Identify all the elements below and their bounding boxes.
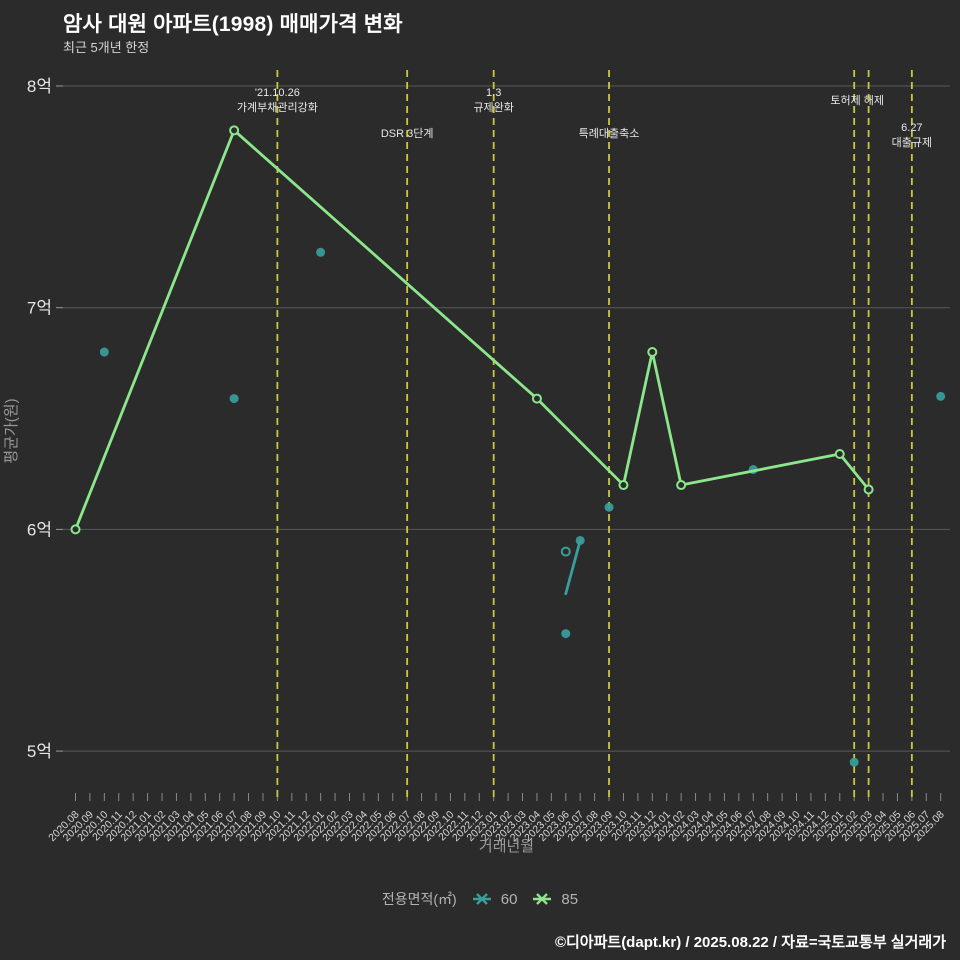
legend-item-label-60: 60 bbox=[500, 890, 518, 908]
event-label: 대출규제 bbox=[892, 136, 932, 149]
data-point[interactable] bbox=[229, 125, 240, 136]
y-tick-label: 8억 bbox=[27, 77, 52, 96]
event-label: '21.10.26 bbox=[255, 87, 300, 99]
credit-footer: ©디아파트(dapt.kr) / 2025.08.22 / 자료=국토교통부 실… bbox=[554, 934, 946, 951]
legend-title: 전용면적(㎡) bbox=[381, 891, 457, 907]
data-point[interactable] bbox=[561, 629, 571, 639]
data-point[interactable] bbox=[936, 391, 946, 401]
series-line-60[interactable] bbox=[564, 539, 582, 596]
event-label: 특례대출축소 bbox=[579, 127, 640, 140]
legend-item-label-85: 85 bbox=[561, 890, 579, 908]
event-label: 가계부채관리강화 bbox=[237, 101, 318, 114]
line-x-marker-icon bbox=[533, 893, 552, 905]
data-point[interactable] bbox=[863, 484, 874, 495]
data-point[interactable] bbox=[531, 393, 542, 404]
y-tick-label: 5억 bbox=[27, 742, 52, 761]
page-subtitle: 최근 5개년 한정 bbox=[63, 40, 150, 55]
chart-legend: 전용면적(㎡) 60 85 bbox=[0, 889, 960, 909]
data-point[interactable] bbox=[316, 247, 326, 257]
y-tick-label: 6억 bbox=[27, 520, 52, 539]
legend-item-60[interactable]: 60 bbox=[471, 890, 518, 908]
event-label: 규제완화 bbox=[473, 101, 513, 114]
data-point[interactable] bbox=[676, 480, 687, 491]
y-tick-label: 7억 bbox=[27, 299, 52, 318]
page-title: 암사 대원 아파트(1998) 매매가격 변화 bbox=[63, 13, 403, 36]
data-point[interactable] bbox=[560, 546, 571, 557]
data-point[interactable] bbox=[70, 524, 81, 535]
x-axis-title: 거래년월 bbox=[479, 838, 534, 855]
event-label: 토허제 해제 bbox=[830, 93, 884, 107]
event-label: DSR 3단계 bbox=[381, 127, 434, 140]
legend-item-85[interactable]: 85 bbox=[531, 891, 578, 908]
y-axis-title: 평균가(원) bbox=[3, 398, 20, 463]
data-point[interactable] bbox=[575, 535, 585, 545]
data-point[interactable] bbox=[834, 449, 845, 460]
event-label: 1.3 bbox=[486, 87, 501, 99]
data-point[interactable] bbox=[618, 480, 629, 491]
data-point[interactable] bbox=[849, 757, 859, 767]
series-line-85[interactable] bbox=[74, 128, 870, 531]
event-label: 6.27 bbox=[901, 122, 922, 134]
data-point[interactable] bbox=[604, 502, 614, 512]
data-point[interactable] bbox=[99, 347, 109, 357]
line-x-marker-icon bbox=[472, 893, 491, 905]
data-point[interactable] bbox=[229, 394, 239, 404]
data-point[interactable] bbox=[647, 347, 658, 358]
